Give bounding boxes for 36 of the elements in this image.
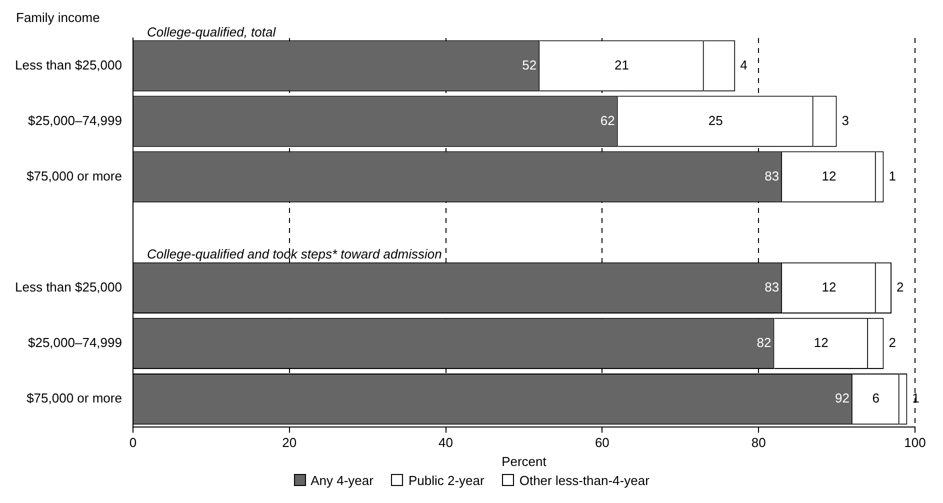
data-label: 4 [740,57,748,72]
x-tick-label: 0 [129,435,137,450]
data-label: 82 [756,335,772,350]
legend-label: Any 4-year [310,472,374,488]
x-tick-label: 60 [594,435,610,450]
y-tick-label: $25,000–74,999 [28,112,122,128]
legend-label: Other less-than-4-year [519,472,650,488]
y-tick-label: $75,000 or more [26,390,122,406]
x-axis-title: Percent [502,454,547,469]
data-label: 83 [764,280,780,295]
data-label: 2 [896,280,904,295]
y-tick-label: Less than $25,000 [14,280,122,295]
data-label: 2 [888,335,896,350]
legend-label: Public 2-year [408,472,484,488]
y-tick-label: $25,000–74,999 [28,335,122,350]
x-tick-label: 100 [904,435,926,450]
x-tick-label: 40 [438,435,454,450]
annotation: College-qualified, total [146,24,277,40]
y-axis-title: Family income [16,10,100,26]
data-label: 3 [842,112,850,128]
data-label: 1 [888,168,896,184]
data-label: 12 [814,335,828,350]
y-tick-label: $75,000 or more [26,168,122,184]
x-tick-label: 80 [751,435,766,450]
data-label: 12 [822,168,836,184]
data-label: 25 [708,112,723,128]
data-label: 62 [600,112,615,128]
x-tick-label: 20 [282,435,297,450]
data-label: 6 [872,390,880,406]
data-label: 52 [522,57,537,72]
annotation: College-qualified and took steps* toward admission [146,246,442,262]
data-label: 83 [764,168,780,184]
data-label: 12 [822,280,836,295]
data-label: 21 [614,57,629,72]
data-label: 92 [834,390,850,406]
y-tick-label: Less than $25,000 [14,57,122,72]
